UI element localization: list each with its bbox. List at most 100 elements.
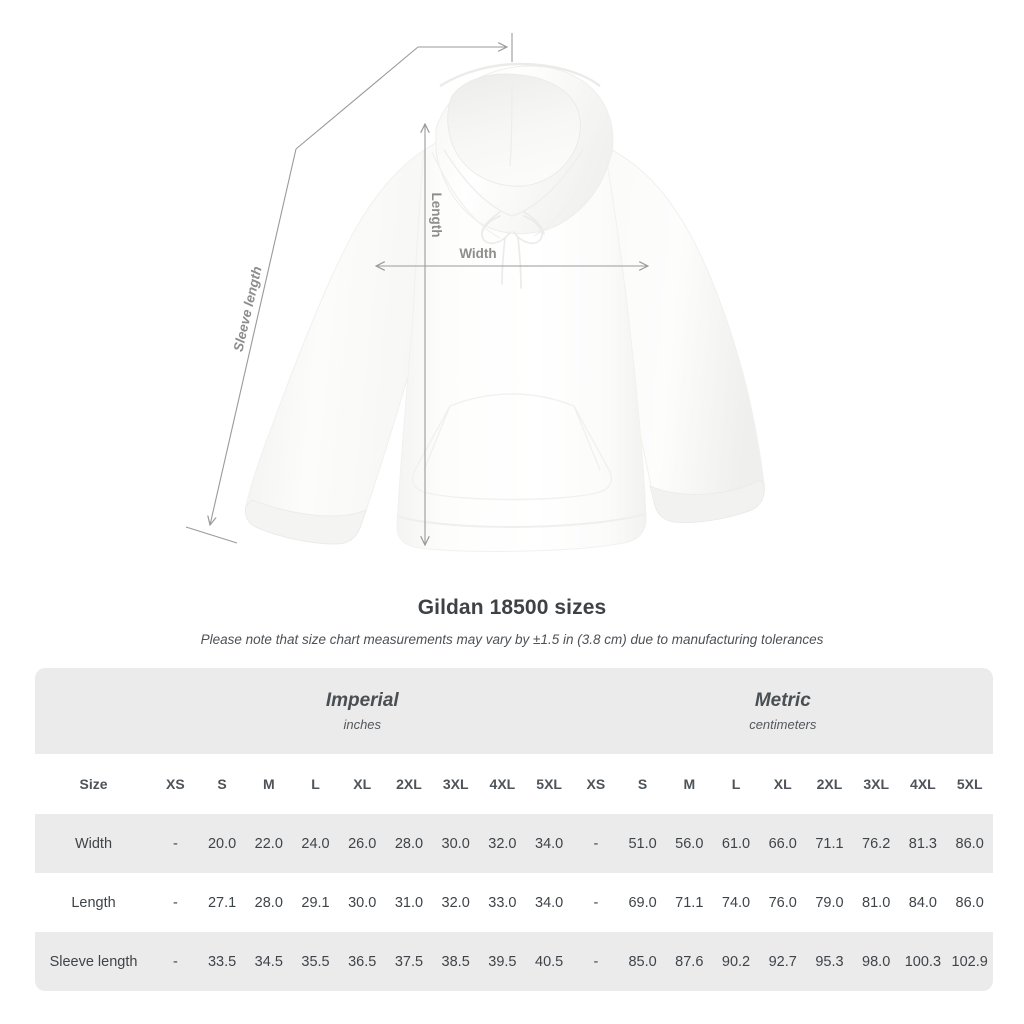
row-label: Length: [35, 873, 152, 932]
size-header-cell: 2XL: [806, 754, 853, 814]
measurement-cell: -: [572, 932, 620, 991]
unit-header-imperial: Imperial inches: [152, 668, 573, 754]
measurement-cell: 61.0: [712, 814, 760, 873]
page-title: Gildan 18500 sizes: [417, 596, 607, 619]
unit-name: Metric: [754, 690, 811, 712]
measurement-cell: -: [152, 814, 199, 873]
size-header-cell: 5XL: [946, 754, 994, 814]
measurement-cell: 76.0: [759, 873, 807, 932]
table-row: Width -20.0 22.0 24.0 26.0 28.0 30.0 32.0 34.0-5…: [35, 814, 994, 873]
size-header-cell: 3XL: [432, 754, 480, 814]
measurement-cell: -: [152, 932, 199, 991]
length-label: Length: [429, 193, 444, 238]
size-header-cell: XS: [572, 754, 620, 814]
chart-header: Gildan 18500 sizes Please note that size…: [0, 596, 1024, 647]
measurement-cell: -: [152, 873, 199, 932]
unit-subtitle: centimeters: [749, 716, 817, 732]
unit-subtitle: inches: [343, 716, 382, 732]
measurement-cell: 38.5: [432, 932, 480, 991]
measurement-cell: -: [572, 873, 620, 932]
measurement-cell: 35.5: [292, 932, 339, 991]
width-label: Width: [459, 246, 496, 261]
size-column-header: Size: [35, 754, 152, 814]
size-header-cell: XS: [152, 754, 199, 814]
measurement-cell: 69.0: [619, 873, 666, 932]
measurement-cell: 84.0: [899, 873, 947, 932]
measurement-cell: 26.0: [338, 814, 386, 873]
measurement-cell: 102.9: [946, 932, 994, 991]
unit-band-spacer: [35, 668, 152, 754]
measurement-cell: 95.3: [806, 932, 853, 991]
size-header-cell: 5XL: [525, 754, 573, 814]
measurement-cell: 28.0: [245, 873, 293, 932]
size-header-row: Size XS S M L XL 2XL 3XL 4XL 5XL XS S M L XL 2XL 3XL 4XL 5…: [35, 754, 994, 814]
measurement-cell: 32.0: [479, 814, 526, 873]
measurement-cell: 30.0: [432, 814, 480, 873]
measurement-cell: 37.5: [385, 932, 433, 991]
measurement-cell: 56.0: [665, 814, 713, 873]
measurement-cell: 34.5: [245, 932, 293, 991]
measurement-cell: 85.0: [619, 932, 666, 991]
measurement-cell: 86.0: [946, 873, 994, 932]
measurement-cell: 98.0: [852, 932, 900, 991]
measurement-cell: 33.5: [198, 932, 246, 991]
measurement-cell: 71.1: [806, 814, 853, 873]
hoodie-graphic: [245, 62, 765, 552]
measurement-cell: 32.0: [432, 873, 480, 932]
measurement-cell: 29.1: [292, 873, 339, 932]
measurement-cell: 81.0: [852, 873, 900, 932]
tolerance-note: Please note that size chart measurements…: [200, 632, 824, 647]
size-header-cell: S: [619, 754, 666, 814]
sleeve-length-annotation: [185, 33, 513, 544]
garment-illustration: Sleeve length Length Width: [185, 33, 765, 552]
size-chart-table: Imperial inches Metric centimeters Size XS S M L…: [35, 668, 994, 991]
unit-header-metric: Metric centimeters: [572, 668, 994, 754]
measurement-cell: 76.2: [852, 814, 900, 873]
measurement-cell: 30.0: [338, 873, 386, 932]
measurement-cell: 39.5: [479, 932, 526, 991]
size-header-cell: XL: [338, 754, 386, 814]
size-header-cell: 2XL: [385, 754, 433, 814]
measurement-cell: 51.0: [619, 814, 666, 873]
row-label: Width: [35, 814, 152, 873]
size-header-cell: L: [712, 754, 760, 814]
measurement-cell: 79.0: [806, 873, 853, 932]
size-header-cell: 3XL: [852, 754, 900, 814]
measurement-cell: 27.1: [198, 873, 246, 932]
measurement-cell: 28.0: [385, 814, 433, 873]
measurement-cell: 34.0: [525, 814, 573, 873]
measurement-cell: 90.2: [712, 932, 760, 991]
size-header-cell: 4XL: [479, 754, 526, 814]
measurement-cell: 36.5: [338, 932, 386, 991]
measurement-cell: 31.0: [385, 873, 433, 932]
unit-header-row: Imperial inches Metric centimeters: [35, 668, 994, 754]
row-label: Sleeve length: [35, 932, 152, 991]
size-header-cell: S: [198, 754, 246, 814]
table-row: Sleeve length -33.5 34.5 35.5 36.5 37.5 38.5 39…: [35, 932, 994, 991]
measurement-cell: 66.0: [759, 814, 807, 873]
size-header-cell: XL: [759, 754, 807, 814]
measurement-cell: 87.6: [665, 932, 713, 991]
measurement-cell: 22.0: [245, 814, 293, 873]
measurement-cell: 71.1: [665, 873, 713, 932]
measurement-cell: 24.0: [292, 814, 339, 873]
measurement-cell: 92.7: [759, 932, 807, 991]
table-row: Length -27.1 28.0 29.1 30.0 31.0 32.0 33.0 34.0-…: [35, 873, 994, 932]
size-header-cell: 4XL: [899, 754, 947, 814]
measurement-cell: 33.0: [479, 873, 526, 932]
size-table-container: Imperial inches Metric centimeters Size XS S M L…: [35, 668, 994, 991]
unit-name: Imperial: [325, 690, 399, 712]
size-header-cell: L: [292, 754, 339, 814]
measurement-cell: 20.0: [198, 814, 246, 873]
measurement-cell: -: [572, 814, 620, 873]
size-table-body: Imperial inches Metric centimeters Size XS S M L…: [35, 668, 994, 991]
measurement-cell: 81.3: [899, 814, 947, 873]
measurement-cell: 74.0: [712, 873, 760, 932]
measurement-cell: 100.3: [899, 932, 947, 991]
measurement-cell: 40.5: [525, 932, 573, 991]
measurement-cell: 34.0: [525, 873, 573, 932]
measurement-cell: 86.0: [946, 814, 994, 873]
size-header-cell: M: [245, 754, 293, 814]
size-header-cell: M: [665, 754, 713, 814]
